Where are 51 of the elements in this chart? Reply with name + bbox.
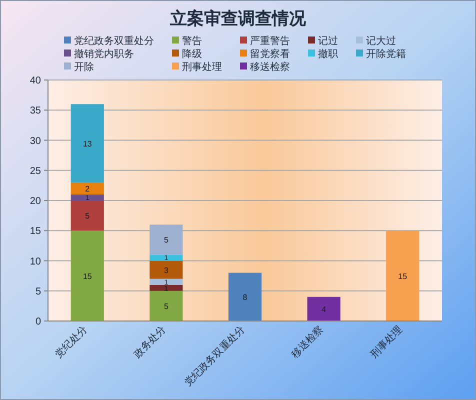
legend-label: 开除 xyxy=(74,61,94,73)
legend-label: 移送检察 xyxy=(250,61,290,73)
x-tick-label: 党纪政务双重处分 xyxy=(182,324,248,389)
bar xyxy=(70,200,104,231)
bar xyxy=(70,230,104,321)
bar xyxy=(70,104,104,182)
y-tick-label: 15 xyxy=(30,226,42,238)
legend-label: 撤职 xyxy=(318,48,338,60)
bar xyxy=(70,194,104,200)
y-tick-label: 20 xyxy=(30,196,42,207)
legend-label: 党纪政务双重处分 xyxy=(74,35,154,47)
data-label: 8 xyxy=(242,292,248,302)
legend-label: 留党察看 xyxy=(250,48,290,60)
data-label: 13 xyxy=(82,139,92,148)
data-label: 5 xyxy=(85,212,90,221)
data-label: 4 xyxy=(322,304,327,314)
legend-label: 记大过 xyxy=(366,35,396,47)
bar xyxy=(150,284,183,291)
data-label: 3 xyxy=(164,266,169,275)
y-tick-label: 40 xyxy=(30,76,42,86)
data-label: 15 xyxy=(82,272,92,281)
bar xyxy=(150,224,183,255)
bar xyxy=(150,260,183,279)
bar xyxy=(307,296,340,321)
y-tick-label: 10 xyxy=(30,256,42,268)
legend-label: 记过 xyxy=(318,35,338,47)
legend-label: 开除党籍 xyxy=(366,48,406,60)
x-tick-label: 刑事处理 xyxy=(368,324,405,360)
y-tick-label: 5 xyxy=(35,286,42,298)
x-tick-label: 党纪处分 xyxy=(52,324,90,360)
x-tick-label: 政务处分 xyxy=(132,324,168,360)
data-label: 2 xyxy=(85,184,90,194)
bar xyxy=(150,278,183,285)
y-tick-label: 0 xyxy=(35,316,42,328)
data-label: 5 xyxy=(164,302,169,311)
legend-label: 撤销党内职务 xyxy=(74,48,134,60)
bar xyxy=(228,272,262,321)
x-tick-label: 移送检察 xyxy=(289,324,326,360)
chart-title: 立案审查调查情况 xyxy=(169,8,307,28)
legend-label: 降级 xyxy=(182,48,202,60)
bar xyxy=(150,290,183,321)
data-label: 5 xyxy=(164,236,169,245)
bar xyxy=(150,254,183,261)
legend-label: 刑事处理 xyxy=(182,61,222,73)
y-tick-label: 35 xyxy=(30,106,42,117)
y-tick-label: 30 xyxy=(30,136,42,147)
bar xyxy=(386,230,420,321)
legend-label: 警告 xyxy=(182,35,202,47)
legend-label: 严重警告 xyxy=(250,35,290,47)
data-label: 15 xyxy=(398,272,408,281)
y-tick-label: 25 xyxy=(30,166,42,177)
